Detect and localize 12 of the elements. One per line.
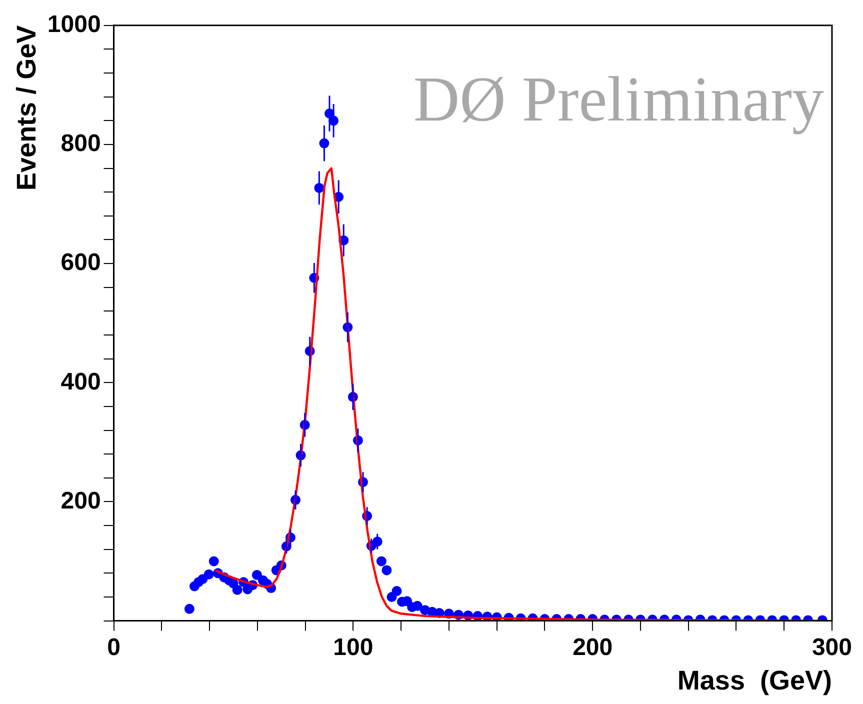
y-tick-label: 400 <box>60 368 101 396</box>
x-tick-label: 100 <box>333 634 374 661</box>
annotation: DØ Preliminary <box>413 63 824 134</box>
y-tick-label: 1000 <box>47 11 101 38</box>
x-tick-label: 0 <box>107 634 120 661</box>
y-tick-label: 800 <box>60 130 101 158</box>
x-axis-title: Mass (GeV) <box>677 665 832 696</box>
y-axis-title: Events / GeV <box>12 25 42 190</box>
y-tick-label: 600 <box>60 249 101 276</box>
x-tick-label: 200 <box>572 634 613 661</box>
x-tick-label: 300 <box>812 634 852 661</box>
y-tick-label: 200 <box>60 487 101 514</box>
